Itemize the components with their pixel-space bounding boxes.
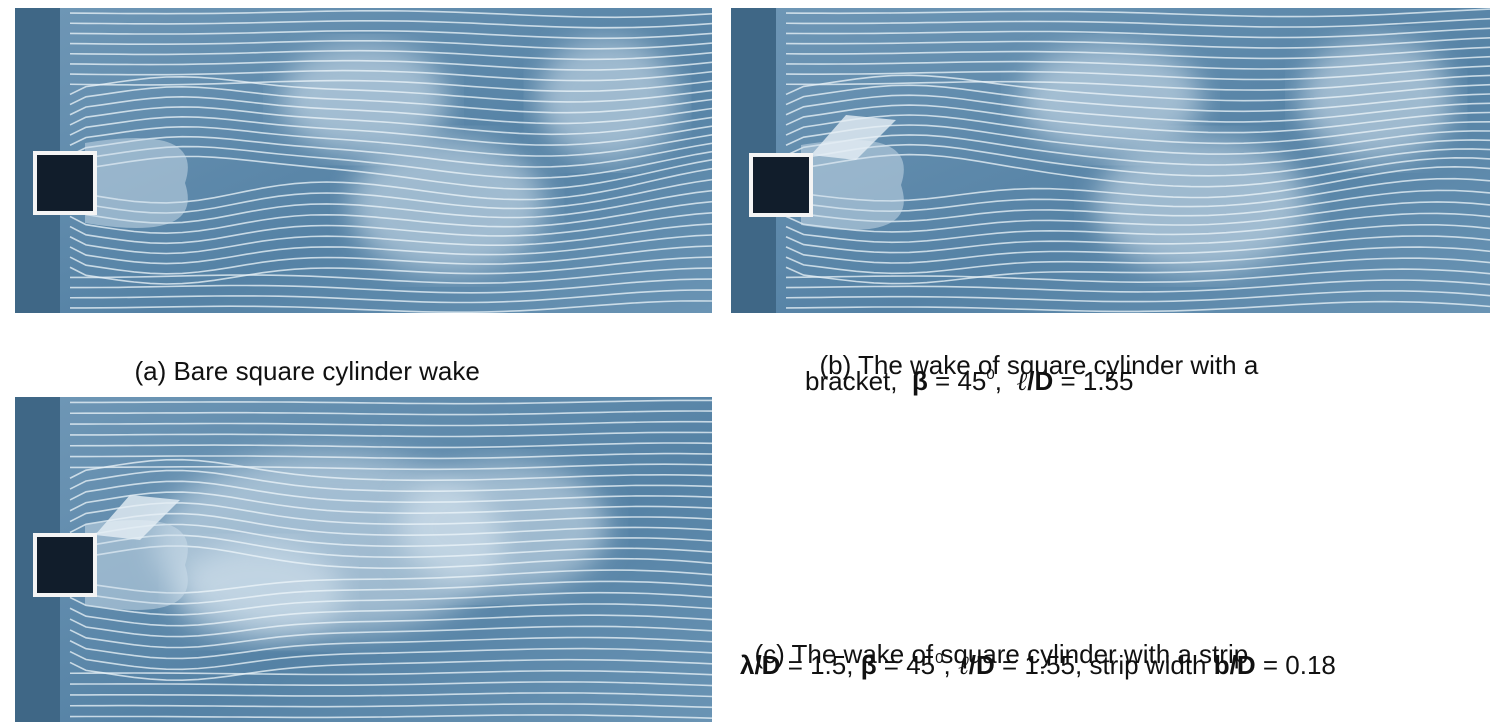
symbol: β [912,366,928,396]
square-cylinder [35,153,95,213]
symbol: λ/D [740,650,780,680]
caption-a: (a) Bare square cylinder wake [120,332,480,384]
image-content [731,8,1490,313]
square-cylinder [751,155,811,215]
bubble [85,138,188,228]
caption-text: , [995,366,1017,396]
symbol: β [861,650,877,680]
caption-text: , [943,650,957,680]
caption-text: = 45 [877,650,936,680]
caption-b-line-2: bracket, β = 450, ℓ/D = 1.55 [805,368,1133,395]
flow-image [731,8,1490,313]
caption-text: = 0.18 [1256,650,1336,680]
caption-text: bracket, [805,366,912,396]
symbol: /D [969,650,995,680]
caption-text: (a) Bare square cylinder wake [134,356,479,386]
flow-image [15,397,712,722]
image-content [15,8,712,313]
superscript: 0 [986,366,994,383]
caption-text: = 1.55 [1053,366,1133,396]
symbol: ℓ [958,651,969,680]
symbol: b/D [1214,650,1256,680]
caption-text: = 1.5, [780,650,860,680]
image-content [15,397,712,722]
caption-text: = 45 [928,366,987,396]
vortex [398,462,607,592]
symbol: /D [1027,366,1053,396]
flow-image [15,8,712,313]
caption-c-line-2: λ/D = 1.5, β = 450, ℓ/D = 1.55, strip wi… [740,652,1336,679]
caption-text: = 1.55, strip width [995,650,1214,680]
symbol: ℓ [1016,367,1027,396]
square-cylinder [35,535,95,595]
page: (a) Bare square cylinder wake (b) The wa… [0,0,1502,722]
